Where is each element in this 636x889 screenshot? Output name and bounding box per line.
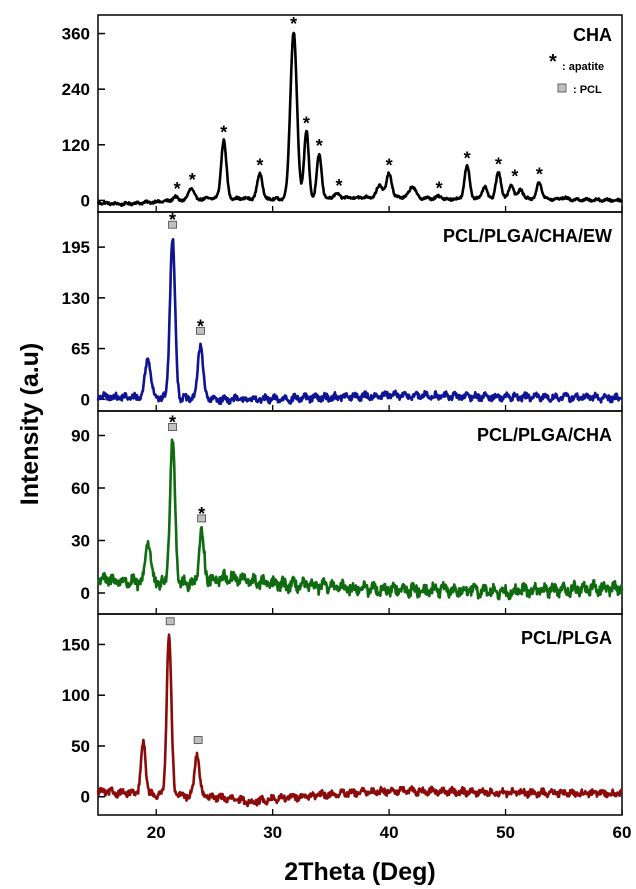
y-tick-label-pcl-plga-cha-ew: 130	[62, 289, 90, 308]
y-tick-label-pcl-plga: 50	[71, 737, 90, 756]
panel-label-pcl-plga-cha-ew: PCL/PLGA/CHA/EW	[443, 226, 612, 246]
x-tick-label: 60	[613, 823, 632, 842]
panel-label-pcl-plga-cha: PCL/PLGA/CHA	[477, 425, 612, 445]
apatite-marker: *	[386, 156, 393, 176]
apatite-marker: *	[220, 122, 227, 142]
apatite-marker: *	[169, 210, 176, 230]
panel-frame-pcl-plga	[97, 613, 623, 816]
y-tick-label-cha: 360	[62, 25, 90, 44]
y-tick-label-pcl-plga: 0	[81, 788, 90, 807]
apatite-marker: *	[511, 166, 518, 186]
apatite-marker: *	[197, 316, 204, 336]
legend-pcl-label: : PCL	[573, 84, 602, 96]
apatite-marker: *	[169, 412, 176, 432]
legend-apatite-star: *	[549, 51, 557, 73]
y-tick-label-pcl-plga-cha: 90	[71, 427, 90, 446]
apatite-marker: *	[256, 155, 263, 175]
y-tick-label-cha: 0	[81, 191, 90, 210]
series-line-pcl-plga-cha	[97, 438, 624, 601]
y-tick-label-pcl-plga: 100	[62, 686, 90, 705]
apatite-marker: *	[198, 504, 205, 524]
y-tick-label-pcl-plga-cha-ew: 195	[62, 238, 90, 257]
series-line-pcl-plga	[96, 633, 624, 808]
panel-label-pcl-plga: PCL/PLGA	[521, 628, 612, 648]
legend-pcl-square	[557, 83, 567, 93]
y-tick-label-pcl-plga-cha-ew: 65	[71, 340, 90, 359]
series-line-pcl-plga-cha-ew	[96, 237, 623, 406]
x-tick-label: 20	[147, 823, 166, 842]
apatite-marker: *	[303, 113, 310, 133]
apatite-marker: *	[464, 148, 471, 168]
y-tick-label-pcl-plga-cha: 30	[71, 532, 90, 551]
y-axis-label: Intensity (a.u)	[16, 343, 44, 506]
x-tick-label: 30	[263, 823, 282, 842]
y-tick-label-pcl-plga-cha: 60	[71, 479, 90, 498]
legend-apatite-label: : apatite	[562, 61, 604, 73]
x-axis-label: 2Theta (Deg)	[284, 858, 435, 886]
y-tick-label-pcl-plga-cha: 0	[81, 584, 90, 603]
apatite-marker: *	[495, 155, 502, 175]
apatite-marker: *	[290, 14, 297, 34]
x-tick-label: 40	[380, 823, 399, 842]
series-line-cha	[96, 31, 624, 207]
x-tick-label: 50	[496, 823, 515, 842]
apatite-marker: *	[336, 176, 343, 196]
y-tick-label-pcl-plga: 150	[62, 635, 90, 654]
apatite-marker: *	[316, 136, 323, 156]
pcl-marker	[165, 617, 175, 626]
pcl-marker	[168, 220, 177, 229]
pcl-marker	[196, 326, 205, 335]
y-tick-label-pcl-plga-cha-ew: 0	[81, 390, 90, 409]
apatite-marker: *	[174, 179, 181, 199]
panel-label-cha: CHA	[573, 25, 612, 45]
legend: * : apatite : PCL	[549, 51, 604, 96]
pcl-marker	[193, 736, 203, 744]
y-tick-label-cha: 120	[62, 136, 90, 155]
pcl-marker	[197, 514, 207, 523]
apatite-marker: *	[536, 165, 543, 185]
apatite-marker: *	[189, 170, 196, 190]
pcl-marker	[168, 423, 177, 431]
apatite-marker: *	[436, 178, 443, 198]
y-tick-label-cha: 240	[62, 80, 90, 99]
